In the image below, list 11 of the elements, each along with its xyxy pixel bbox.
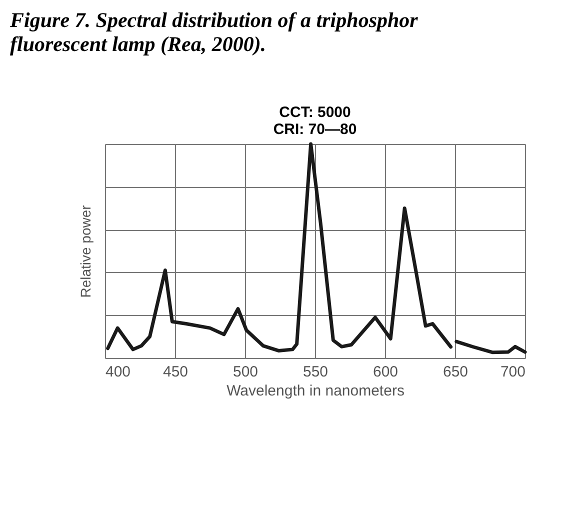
x-tick-label: 650 bbox=[442, 364, 468, 380]
x-tick-label: 400 bbox=[106, 364, 131, 380]
x-tick-label: 500 bbox=[232, 364, 258, 380]
x-tick-label: 700 bbox=[500, 364, 526, 380]
x-axis-title: Wavelength in nanometers bbox=[226, 382, 404, 400]
x-tick-label: 450 bbox=[162, 364, 188, 380]
chart-subtitle: CCT: 5000 CRI: 70—80 bbox=[273, 104, 357, 138]
y-axis-title: Relative power bbox=[78, 204, 94, 298]
x-tick-label: 550 bbox=[302, 364, 328, 380]
x-tick-label: 600 bbox=[372, 364, 398, 380]
chart-title: Figure 7. Spectral distribution of a triphosphor fluorescent lamp (Rea, 2000). bbox=[9, 8, 419, 56]
